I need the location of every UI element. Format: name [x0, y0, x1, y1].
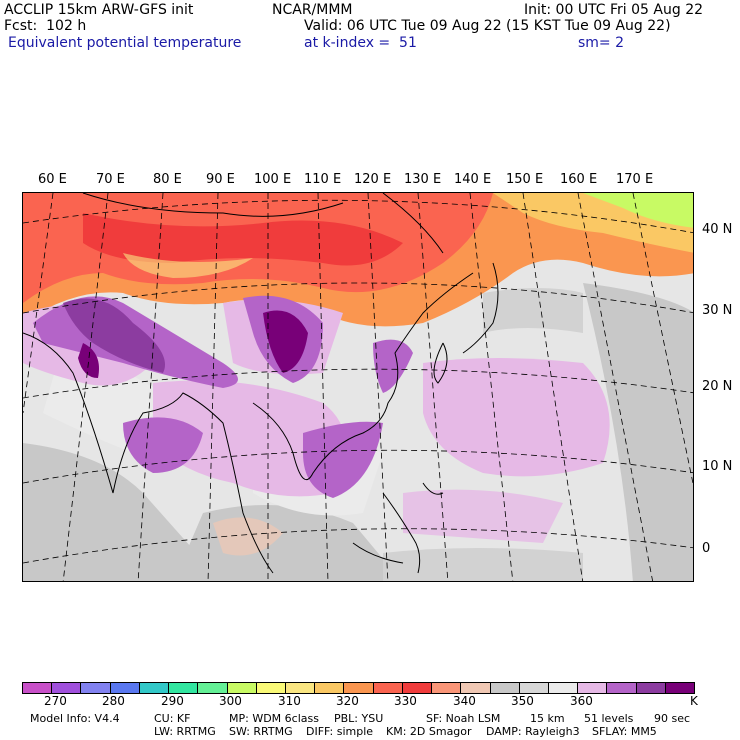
colorbar-unit: K — [690, 694, 698, 708]
footer-cu: CU: KF — [154, 712, 191, 725]
theta-e-field — [23, 193, 693, 581]
lon-label: 100 E — [254, 172, 292, 187]
footer-pbl: PBL: YSU — [334, 712, 384, 725]
colorbar-swatch — [285, 683, 316, 693]
colorbar-swatch — [490, 683, 520, 693]
colorbar-swatch — [519, 683, 549, 693]
footer-levels: 51 levels — [584, 712, 634, 725]
valid-time: Valid: 06 UTC Tue 09 Aug 22 (15 KST Tue … — [304, 18, 671, 34]
lon-label: 130 E — [404, 172, 442, 187]
colorbar-tick: 290 — [161, 694, 184, 708]
footer-sw: SW: RRTMG — [229, 725, 293, 738]
level-index: at k-index = 51 — [304, 35, 417, 51]
colorbar-tick: 270 — [44, 694, 67, 708]
footer-sf: SF: Noah LSM — [426, 712, 501, 725]
colorbar-tick: 280 — [102, 694, 125, 708]
lon-label: 70 E — [96, 172, 125, 187]
lon-label: 120 E — [354, 172, 392, 187]
map-panel — [22, 192, 694, 582]
colorbar-swatch — [227, 683, 257, 693]
colorbar-swatch — [256, 683, 286, 693]
footer-damp: DAMP: Rayleigh3 — [486, 725, 580, 738]
colorbar-swatch — [578, 683, 608, 693]
colorbar-tick: 340 — [453, 694, 476, 708]
footer-model-info: Model Info: V4.4 — [30, 712, 120, 725]
lon-label: 90 E — [206, 172, 235, 187]
footer-resolution: 15 km — [530, 712, 565, 725]
colorbar-swatch — [432, 683, 462, 693]
colorbar-tick: 320 — [336, 694, 359, 708]
colorbar-swatch — [169, 683, 199, 693]
colorbar-swatch — [373, 683, 403, 693]
lon-label: 80 E — [153, 172, 182, 187]
colorbar-tick: 310 — [278, 694, 301, 708]
footer-timestep: 90 sec — [654, 712, 691, 725]
colorbar-swatch — [110, 683, 140, 693]
colorbar — [22, 682, 695, 694]
colorbar-swatch — [315, 683, 345, 693]
footer-km: KM: 2D Smagor — [386, 725, 472, 738]
colorbar-swatch — [636, 683, 666, 693]
field-name: Equivalent potential temperature — [8, 35, 242, 51]
colorbar-swatch — [81, 683, 111, 693]
colorbar-swatch — [52, 683, 82, 693]
lat-label: 0 — [702, 541, 711, 556]
footer-mp: MP: WDM 6class — [229, 712, 319, 725]
lat-label: 10 N — [702, 459, 733, 474]
colorbar-swatch — [23, 683, 53, 693]
colorbar-swatch — [665, 683, 695, 693]
lat-label: 40 N — [702, 222, 733, 237]
colorbar-swatch — [402, 683, 433, 693]
smoothing: sm= 2 — [578, 35, 625, 51]
forecast-hour: Fcst: 102 h — [4, 18, 87, 34]
footer-lw: LW: RRTMG — [154, 725, 216, 738]
lon-label: 110 E — [304, 172, 342, 187]
colorbar-tick: 300 — [219, 694, 242, 708]
colorbar-tick: 360 — [570, 694, 593, 708]
lat-label: 30 N — [702, 303, 733, 318]
init-time: Init: 00 UTC Fri 05 Aug 22 — [524, 2, 704, 18]
lon-label: 170 E — [616, 172, 654, 187]
footer-sflay: SFLAY: MM5 — [592, 725, 657, 738]
lon-label: 150 E — [506, 172, 544, 187]
colorbar-swatch — [548, 683, 579, 693]
colorbar-swatch — [461, 683, 491, 693]
colorbar-swatch — [139, 683, 170, 693]
colorbar-swatch — [198, 683, 228, 693]
title-model: ACCLIP 15km ARW-GFS init — [4, 2, 194, 18]
lon-label: 60 E — [38, 172, 67, 187]
lon-label: 160 E — [560, 172, 598, 187]
colorbar-tick: 330 — [394, 694, 417, 708]
title-org: NCAR/MMM — [272, 2, 353, 18]
colorbar-tick: 350 — [511, 694, 534, 708]
colorbar-swatch — [344, 683, 374, 693]
colorbar-swatch — [607, 683, 637, 693]
footer-diff: DIFF: simple — [306, 725, 374, 738]
lon-label: 140 E — [454, 172, 492, 187]
lat-label: 20 N — [702, 379, 733, 394]
